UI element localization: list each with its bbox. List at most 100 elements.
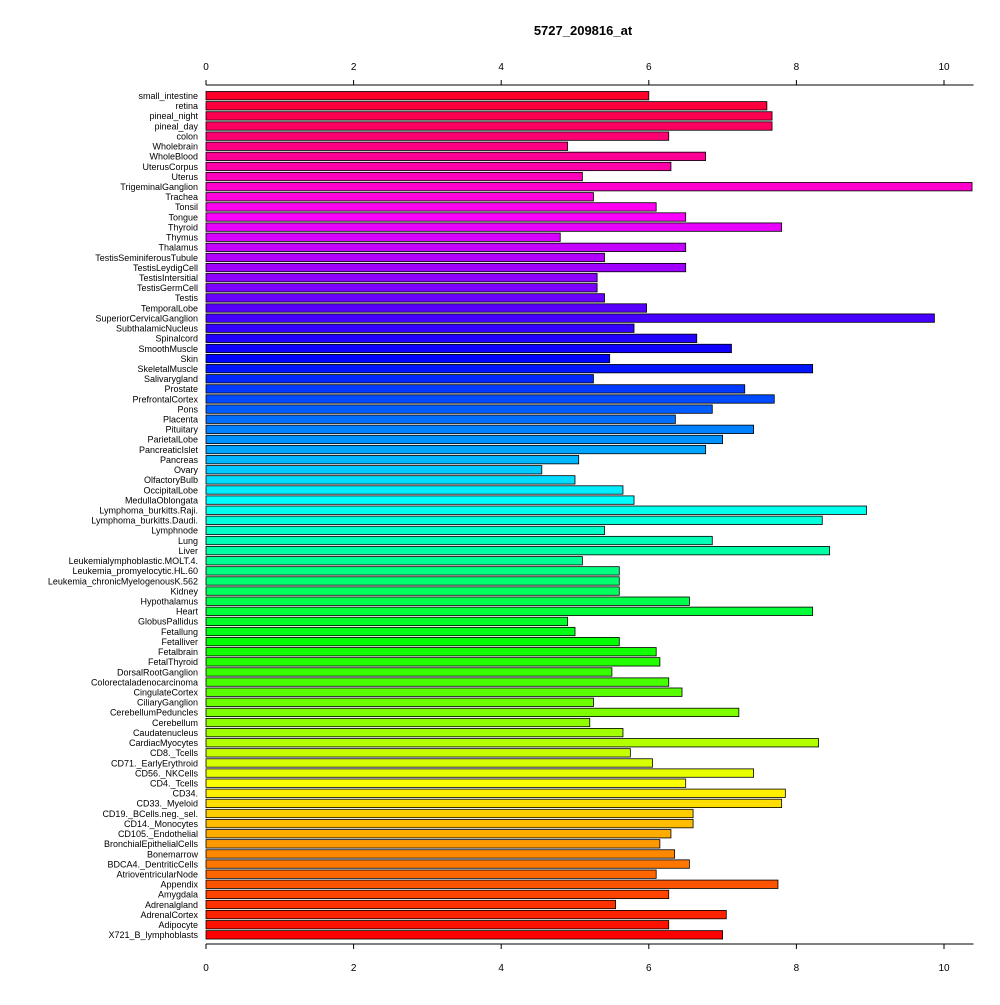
category-label: Tonsil (175, 202, 198, 212)
category-label: TemporalLobe (141, 303, 198, 313)
bar (205, 748, 631, 758)
category-label: Adipocyte (158, 920, 198, 930)
category-label: TestisSeminiferousTubule (95, 253, 198, 263)
category-label: DorsalRootGanglion (117, 667, 198, 677)
category-label: Fetalbrain (158, 647, 198, 657)
bar (205, 161, 672, 172)
bar (205, 677, 670, 687)
bar (205, 434, 723, 445)
category-label: TestisLeydigCell (133, 263, 198, 273)
category-label: Leukemialymphoblastic.MOLT.4. (69, 556, 198, 566)
chart-title: 5727_209816_at (534, 23, 633, 38)
category-label: BronchialEpithelialCells (104, 839, 199, 849)
category-label: Tongue (168, 212, 198, 222)
bar (205, 768, 754, 778)
top-x-axis: 0 2 4 6 8 10 (203, 62, 974, 86)
bar (205, 212, 687, 222)
bar (205, 141, 569, 151)
bar (205, 697, 594, 707)
category-label: SkeletalMuscle (137, 364, 198, 374)
tick-label: 8 (794, 963, 800, 974)
bar (205, 889, 670, 899)
bar (205, 879, 779, 889)
bar (205, 566, 620, 576)
bar (205, 343, 732, 354)
category-label: Pituitary (165, 425, 198, 435)
category-label: Testis (175, 293, 199, 303)
bar (205, 657, 661, 667)
category-label: CD71._EarlyErythroid (111, 758, 198, 768)
category-label: Wholebrain (152, 142, 198, 152)
bar (205, 222, 783, 232)
bar (205, 849, 676, 859)
bar (205, 899, 616, 910)
bar (205, 101, 768, 111)
category-label: CD56._NKCells (135, 768, 199, 778)
category-label: TrigeminalGanglion (120, 182, 198, 192)
bar (205, 485, 624, 495)
category-label: CD8._Tcells (150, 748, 199, 758)
bar (205, 424, 754, 434)
bar (205, 798, 783, 809)
category-label: ParietalLobe (147, 435, 198, 445)
bar (205, 182, 973, 192)
bar (205, 313, 935, 323)
bar (205, 576, 620, 586)
bar (205, 626, 576, 637)
category-label: PancreaticIslet (139, 445, 199, 455)
bar (205, 556, 583, 566)
bar (205, 707, 740, 718)
bar (205, 596, 690, 606)
tick-label: 2 (351, 62, 357, 73)
bar (205, 333, 698, 343)
category-label: Amygdala (158, 890, 198, 900)
bar (205, 131, 670, 141)
category-label: Pons (177, 404, 198, 414)
tick-label: 6 (646, 62, 652, 73)
category-label: pineal_night (149, 111, 198, 121)
category-label: Adrenalgland (145, 900, 198, 910)
bar (205, 232, 561, 242)
category-label: Caudatenucleus (133, 728, 199, 738)
tick-label: 0 (203, 62, 209, 73)
category-label: Cerebellum (152, 718, 198, 728)
bar (205, 293, 605, 303)
tick-label: 2 (351, 963, 357, 974)
bar (205, 515, 823, 525)
bar (205, 91, 650, 101)
category-label: CD4._Tcells (150, 778, 199, 788)
category-label: Hypothalamus (140, 597, 198, 607)
bar (205, 859, 690, 869)
category-label: Leukemia_promyelocytic.HL.60 (72, 566, 198, 576)
bar (205, 151, 707, 161)
bar (205, 839, 661, 849)
bar (205, 202, 657, 212)
bar (205, 819, 694, 829)
category-label: PrefrontalCortex (132, 394, 198, 404)
tick-label: 0 (203, 963, 209, 974)
bar (205, 778, 687, 788)
tick-label: 10 (938, 963, 950, 974)
category-label: TestisIntersitial (139, 273, 198, 283)
bar (205, 252, 605, 263)
bar (205, 525, 605, 536)
tick-label: 8 (794, 62, 800, 73)
bar (205, 829, 672, 839)
bar (205, 273, 598, 283)
category-label: CD33._Myeloid (136, 799, 198, 809)
category-label: Lung (178, 536, 198, 546)
bar (205, 758, 653, 768)
tick-label: 4 (498, 963, 504, 974)
category-label: TestisGermCell (137, 283, 198, 293)
bar (205, 444, 707, 455)
bar (205, 535, 713, 546)
category-label: X721_B_lymphoblasts (108, 930, 198, 940)
bar (205, 303, 647, 313)
bottom-x-axis: 0 2 4 6 8 10 (203, 943, 974, 974)
bar (205, 414, 676, 424)
bar (205, 364, 814, 374)
category-label: Colorectaladenocarcinoma (91, 677, 198, 687)
tick-label: 10 (938, 62, 950, 73)
category-label: MedullaOblongata (125, 495, 198, 505)
